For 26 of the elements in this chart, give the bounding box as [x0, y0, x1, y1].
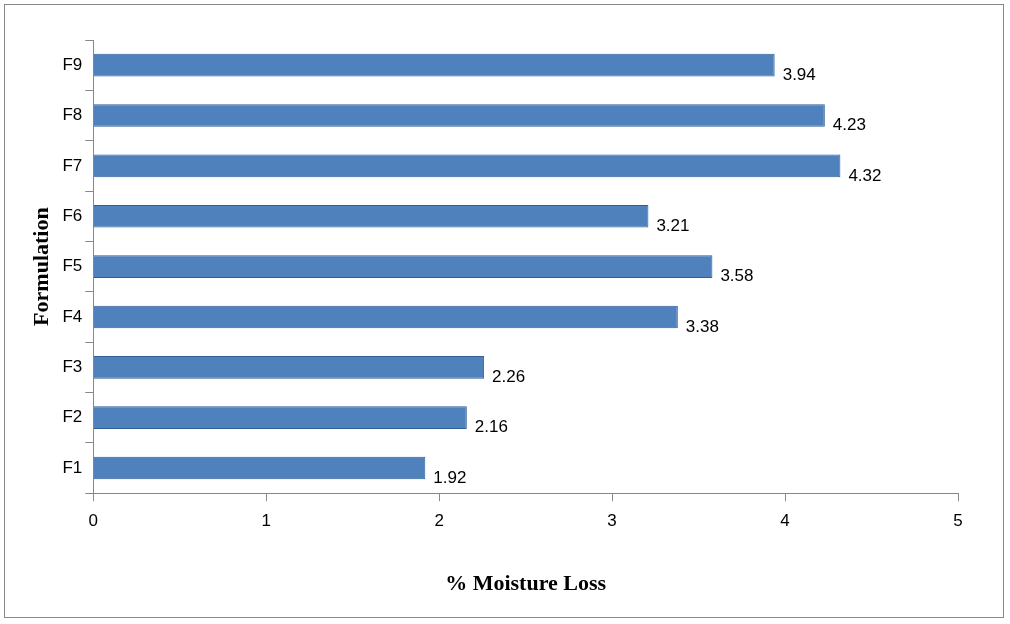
data-label: 1.92: [433, 467, 467, 487]
y-tick-label: F6: [62, 205, 83, 225]
data-label: 3.58: [720, 266, 754, 286]
data-label: 4.32: [848, 165, 882, 185]
data-label: 2.26: [492, 367, 526, 386]
y-tick-label: F5: [62, 256, 83, 276]
data-label: 3.94: [782, 64, 816, 84]
data-label: 3.38: [685, 316, 719, 336]
x-tick-label: 2: [434, 511, 444, 531]
y-tick-label: F2: [62, 407, 83, 427]
x-tick-label: 0: [88, 511, 98, 531]
data-label: 4.23: [832, 115, 866, 135]
y-axis-title: Formulation: [27, 207, 53, 326]
y-tick-label: F7: [62, 155, 83, 175]
y-tick-label: F8: [62, 105, 83, 125]
y-tick-label: F1: [62, 457, 83, 477]
data-label: 3.21: [656, 215, 690, 235]
y-tick-label: F9: [62, 54, 83, 74]
x-axis-title: % Moisture Loss: [445, 570, 607, 596]
y-tick-label: F3: [62, 357, 83, 376]
x-tick-label: 4: [780, 511, 790, 531]
y-tick-label: F4: [62, 306, 83, 326]
x-tick-label: 3: [607, 511, 617, 531]
x-tick-label: 1: [261, 511, 271, 531]
data-label: 2.16: [474, 417, 508, 437]
x-tick-label: 5: [953, 511, 963, 531]
